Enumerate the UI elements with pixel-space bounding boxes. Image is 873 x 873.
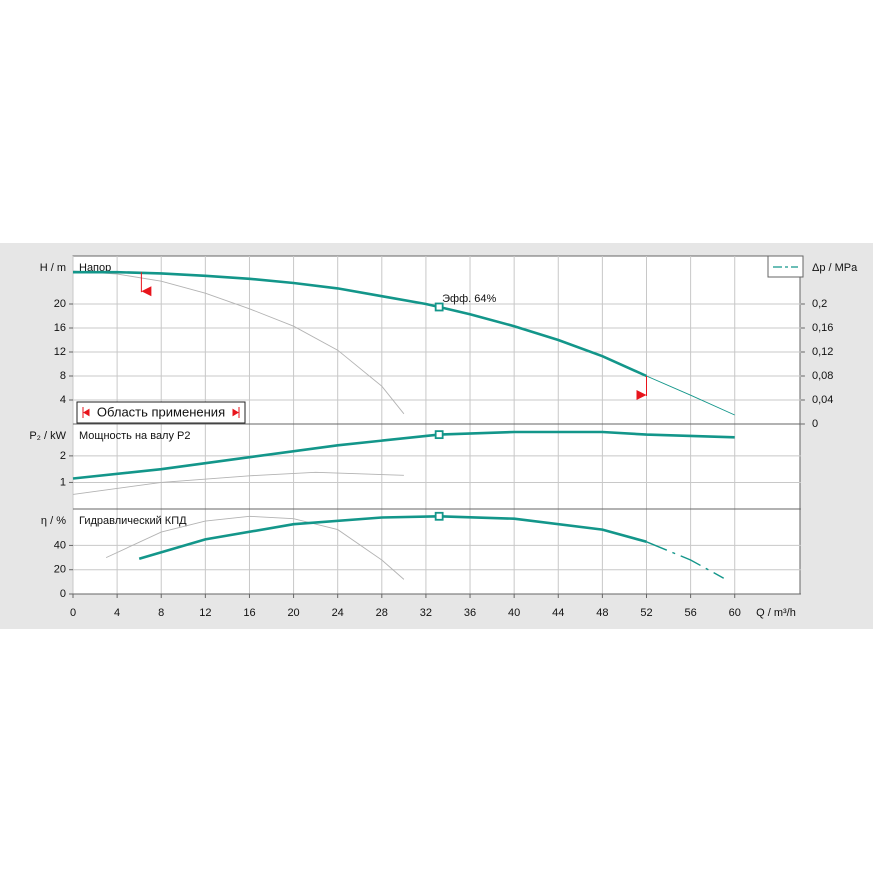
- y2-tick-label: 0,08: [812, 370, 833, 382]
- panel-title: Мощность на валу P2: [79, 430, 191, 442]
- range-box: [76, 401, 246, 424]
- panel-title: Гидравлический КПД: [79, 515, 187, 527]
- y-axis-label: H / m: [40, 262, 66, 274]
- y-tick-label: 1: [60, 476, 66, 488]
- x-tick-label: 40: [508, 607, 520, 619]
- x-tick-label: 24: [332, 607, 344, 619]
- x-tick-label: 48: [596, 607, 608, 619]
- x-tick-label: 36: [464, 607, 476, 619]
- y-axis-label: P₂ / kW: [29, 430, 66, 442]
- x-tick-label: 16: [243, 607, 255, 619]
- y-tick-label: 16: [54, 322, 66, 334]
- y-tick-label: 8: [60, 370, 66, 382]
- y2-tick-label: 0,16: [812, 322, 833, 334]
- y-tick-label: 20: [54, 298, 66, 310]
- legend: [767, 255, 804, 278]
- curve: [72, 471, 404, 495]
- curve: [73, 270, 648, 378]
- plot-area: [72, 255, 801, 595]
- curve: [646, 375, 735, 416]
- range-box-arrow: [232, 407, 240, 418]
- x-tick-label: 52: [640, 607, 652, 619]
- duty-point: [434, 302, 444, 312]
- y-tick-label: 2: [60, 450, 66, 462]
- range-box-arrow: [82, 407, 90, 418]
- x-tick-label: 44: [552, 607, 564, 619]
- curve: [72, 270, 405, 415]
- x-tick-label: 12: [199, 607, 211, 619]
- y2-tick-label: 0,2: [812, 298, 827, 310]
- duty-point: [434, 511, 444, 521]
- x-tick-label: 0: [70, 607, 76, 619]
- x-tick-label: 56: [684, 607, 696, 619]
- range-arrow: [141, 286, 152, 297]
- x-tick-label: 8: [158, 607, 164, 619]
- y2-tick-label: 0,04: [812, 394, 833, 406]
- duty-point-label: Эфф. 64%: [442, 293, 496, 305]
- x-tick-label: 60: [729, 607, 741, 619]
- x-tick-label: 20: [287, 607, 299, 619]
- range-label: Область применения: [97, 404, 225, 419]
- curve: [138, 514, 647, 561]
- curve: [105, 515, 405, 580]
- y-tick-label: 12: [54, 346, 66, 358]
- x-tick-label: 4: [114, 607, 120, 619]
- x-axis-label: Q / m³/h: [756, 607, 796, 619]
- x-tick-label: 28: [376, 607, 388, 619]
- x-tick-label: 32: [420, 607, 432, 619]
- range-arrow: [636, 390, 647, 400]
- y2-axis-label: Δp / MPa: [812, 262, 858, 274]
- y-tick-label: 0: [60, 588, 66, 600]
- y-tick-label: 20: [54, 564, 66, 576]
- y2-tick-label: 0: [812, 418, 818, 430]
- duty-point: [434, 430, 444, 440]
- y-axis-label: η / %: [41, 515, 66, 527]
- y-tick-label: 40: [54, 539, 66, 551]
- y-tick-label: 4: [60, 394, 66, 406]
- curve: [646, 541, 725, 579]
- y2-tick-label: 0,12: [812, 346, 833, 358]
